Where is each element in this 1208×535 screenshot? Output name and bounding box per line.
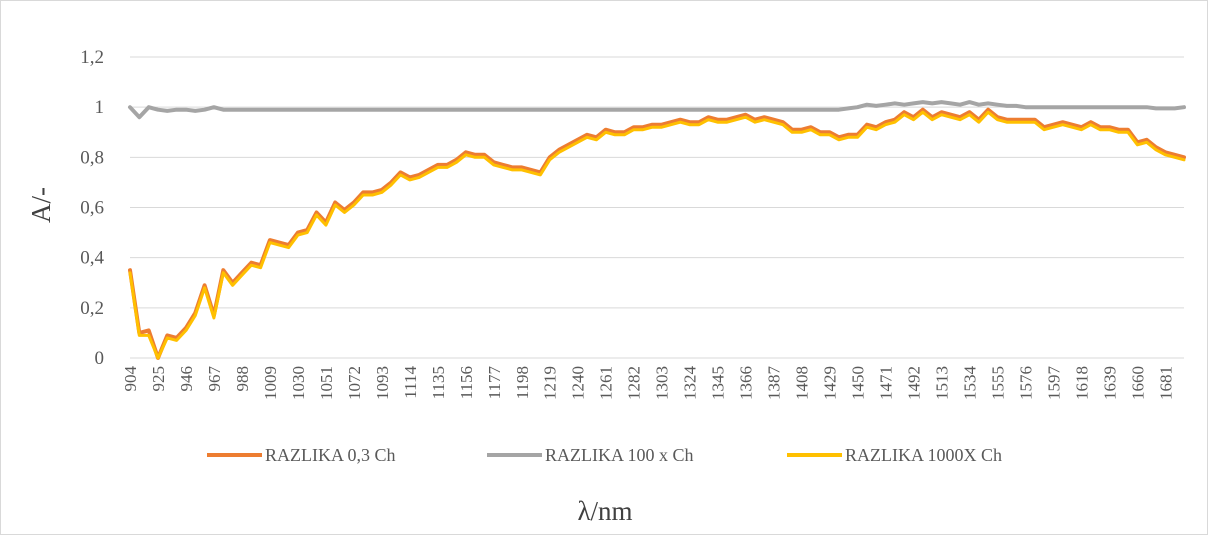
x-tick-label: 1576 — [1016, 366, 1035, 400]
x-tick-label: 1429 — [821, 366, 840, 400]
x-tick-label: 1597 — [1044, 366, 1063, 401]
x-tick-label: 1534 — [960, 366, 979, 401]
x-tick-label: 1030 — [289, 366, 308, 400]
x-tick-label: 1513 — [932, 366, 951, 400]
series-lines — [128, 100, 1186, 360]
x-tick-label: 1282 — [625, 366, 644, 400]
legend-label: RAZLIKA 1000X Ch — [845, 445, 1002, 465]
x-tick-label: 1135 — [429, 366, 448, 399]
x-tick-label: 1408 — [793, 366, 812, 400]
x-tick-label: 1051 — [317, 366, 336, 400]
legend: RAZLIKA 0,3 Ch RAZLIKA 100 x Ch RAZLIKA 10… — [207, 445, 1002, 465]
y-tick-label: 1 — [95, 97, 105, 118]
x-tick-label: 1240 — [569, 366, 588, 400]
x-tick-label: 1114 — [401, 366, 420, 399]
x-tick-label: 1471 — [877, 366, 896, 400]
legend-label: RAZLIKA 100 x Ch — [545, 445, 694, 465]
legend-label: RAZLIKA 0,3 Ch — [265, 445, 396, 465]
y-tick-label: 0,2 — [80, 298, 104, 319]
x-tick-label: 1639 — [1100, 366, 1119, 400]
x-tick-label: 1555 — [988, 366, 1007, 400]
x-tick-label: 1072 — [345, 366, 364, 400]
x-tick-label: 1303 — [653, 366, 672, 400]
y-tick-label: 0,6 — [80, 198, 104, 219]
y-axis-title: A/- — [26, 187, 56, 223]
x-tick-label: 1009 — [261, 366, 280, 400]
y-tick-label: 0,8 — [80, 147, 104, 168]
series-line-2 — [128, 100, 1186, 120]
y-tick-labels: 0 0,2 0,4 0,6 0,8 1 1,2 — [80, 47, 104, 369]
x-tick-label: 1660 — [1128, 366, 1147, 400]
x-axis-title: λ/nm — [577, 496, 632, 526]
x-tick-label: 1450 — [849, 366, 868, 400]
y-tick-label: 1,2 — [80, 47, 104, 68]
x-tick-label: 967 — [205, 366, 224, 392]
x-tick-label: 904 — [121, 366, 140, 392]
x-tick-label: 1324 — [681, 366, 700, 401]
x-tick-labels: 904 925 946 967 988 1009 1030 1051 1072 1093 1114 1… — [121, 366, 1175, 401]
x-tick-label: 1387 — [765, 366, 784, 401]
x-tick-label: 1681 — [1156, 366, 1175, 400]
x-tick-label: 1156 — [457, 366, 476, 399]
x-tick-label: 1618 — [1072, 366, 1091, 400]
x-tick-label: 1261 — [597, 366, 616, 400]
x-tick-label: 988 — [233, 366, 252, 392]
x-tick-label: 1345 — [709, 366, 728, 400]
x-tick-label: 946 — [177, 366, 196, 392]
x-tick-label: 1492 — [905, 366, 924, 400]
x-tick-label: 1366 — [737, 366, 756, 400]
x-tick-label: 1219 — [541, 366, 560, 400]
gridlines — [130, 56, 1184, 359]
series-line-3 — [128, 110, 1186, 360]
series-line-1 — [128, 107, 1186, 360]
x-tick-label: 1198 — [513, 366, 532, 399]
x-tick-label: 925 — [149, 366, 168, 392]
y-tick-label: 0 — [95, 348, 105, 369]
x-tick-label: 1093 — [373, 366, 392, 400]
y-tick-label: 0,4 — [80, 248, 104, 269]
x-tick-label: 1177 — [485, 366, 504, 400]
